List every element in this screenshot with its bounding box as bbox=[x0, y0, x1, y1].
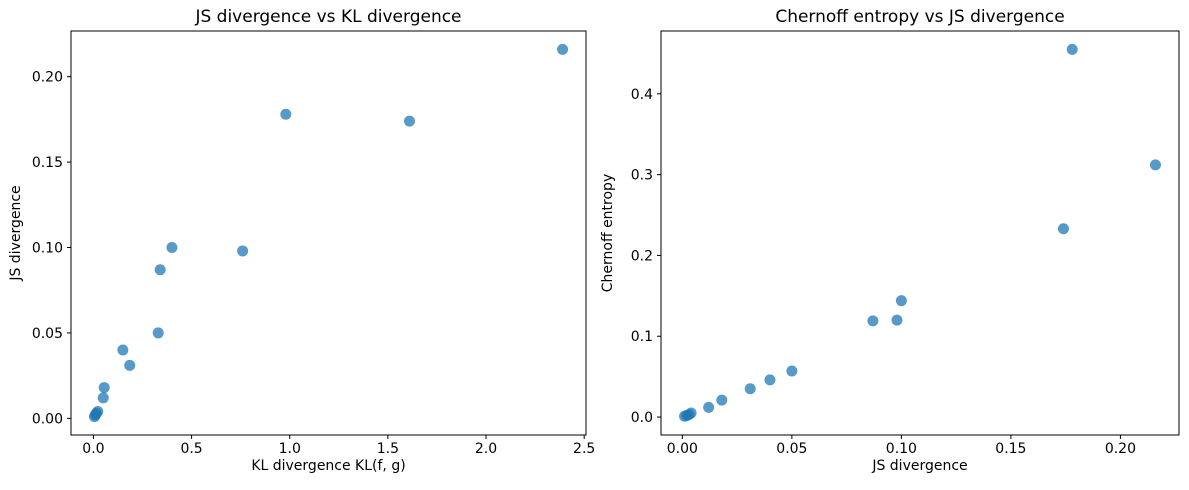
scatter-point bbox=[1149, 159, 1161, 171]
plot-spines bbox=[70, 30, 587, 436]
scatter-point bbox=[1066, 43, 1078, 55]
x-tick-label: 2.0 bbox=[475, 441, 497, 457]
scatter-point bbox=[557, 43, 569, 55]
scatter-point bbox=[166, 242, 178, 254]
plot-spines bbox=[660, 30, 1180, 436]
x-tick-label: 0.10 bbox=[886, 441, 917, 457]
scatter-point bbox=[403, 115, 415, 127]
left-plot: 0.0 0.5 1.0 1.5 2.0 2.5 0.00 0.05 0.10 0.15 0.20 bbox=[32, 30, 595, 457]
scatter-point bbox=[764, 374, 776, 386]
y-tick-label: 0.1 bbox=[631, 329, 653, 345]
y-tick-label: 0.2 bbox=[631, 248, 653, 264]
x-tick-label: 0.00 bbox=[667, 441, 698, 457]
x-tick-label: 0.20 bbox=[1105, 441, 1136, 457]
scatter-point bbox=[97, 392, 109, 404]
left-plot-xlabel: KL divergence KL(f, g) bbox=[251, 458, 406, 474]
x-tick-label: 0.0 bbox=[82, 441, 104, 457]
scatter-point bbox=[280, 108, 292, 120]
scatter-point bbox=[92, 406, 104, 418]
scatter-point bbox=[237, 245, 249, 257]
left-plot-ylabel: JS divergence bbox=[8, 185, 24, 281]
right-plot-title: Chernoff entropy vs JS divergence bbox=[775, 7, 1065, 27]
scatter-point bbox=[703, 401, 715, 413]
y-tick-label: 0.4 bbox=[631, 87, 653, 103]
scatter-point bbox=[685, 407, 697, 419]
y-tick-label: 0.3 bbox=[631, 168, 653, 184]
y-tick-label: 0.15 bbox=[32, 155, 63, 171]
right-plot-xlabel: JS divergence bbox=[872, 458, 968, 474]
y-tick-label: 0.20 bbox=[32, 70, 63, 86]
y-tick-label: 0.00 bbox=[32, 411, 63, 427]
scatter-point bbox=[716, 394, 728, 406]
scatter-point bbox=[124, 359, 136, 371]
x-tick-label: 2.5 bbox=[573, 441, 595, 457]
scatter-point bbox=[867, 315, 879, 327]
scatter-point bbox=[98, 382, 110, 394]
scatter-point bbox=[895, 295, 907, 307]
y-tick-label: 0.0 bbox=[631, 410, 653, 426]
x-tick-label: 0.05 bbox=[776, 441, 807, 457]
x-tick-label: 1.5 bbox=[377, 441, 399, 457]
left-plot-title: JS divergence vs KL divergence bbox=[195, 7, 462, 27]
right-plot-ylabel: Chernoff entropy bbox=[600, 173, 616, 293]
scatter-point bbox=[152, 327, 164, 339]
scatter-point bbox=[117, 344, 129, 356]
x-tick-label: 0.15 bbox=[995, 441, 1026, 457]
x-tick-label: 0.5 bbox=[180, 441, 202, 457]
y-tick-label: 0.05 bbox=[32, 326, 63, 342]
scatter-point bbox=[1057, 223, 1069, 235]
y-tick-label: 0.10 bbox=[32, 241, 63, 257]
scatter-point bbox=[891, 314, 903, 326]
scatter-point bbox=[744, 383, 756, 395]
scatter-point bbox=[154, 264, 166, 276]
scatter-point bbox=[786, 365, 798, 377]
x-tick-label: 1.0 bbox=[279, 441, 301, 457]
right-plot: 0.00 0.05 0.10 0.15 0.20 0.0 0.1 0.2 0.3 0.4 bbox=[631, 30, 1180, 457]
